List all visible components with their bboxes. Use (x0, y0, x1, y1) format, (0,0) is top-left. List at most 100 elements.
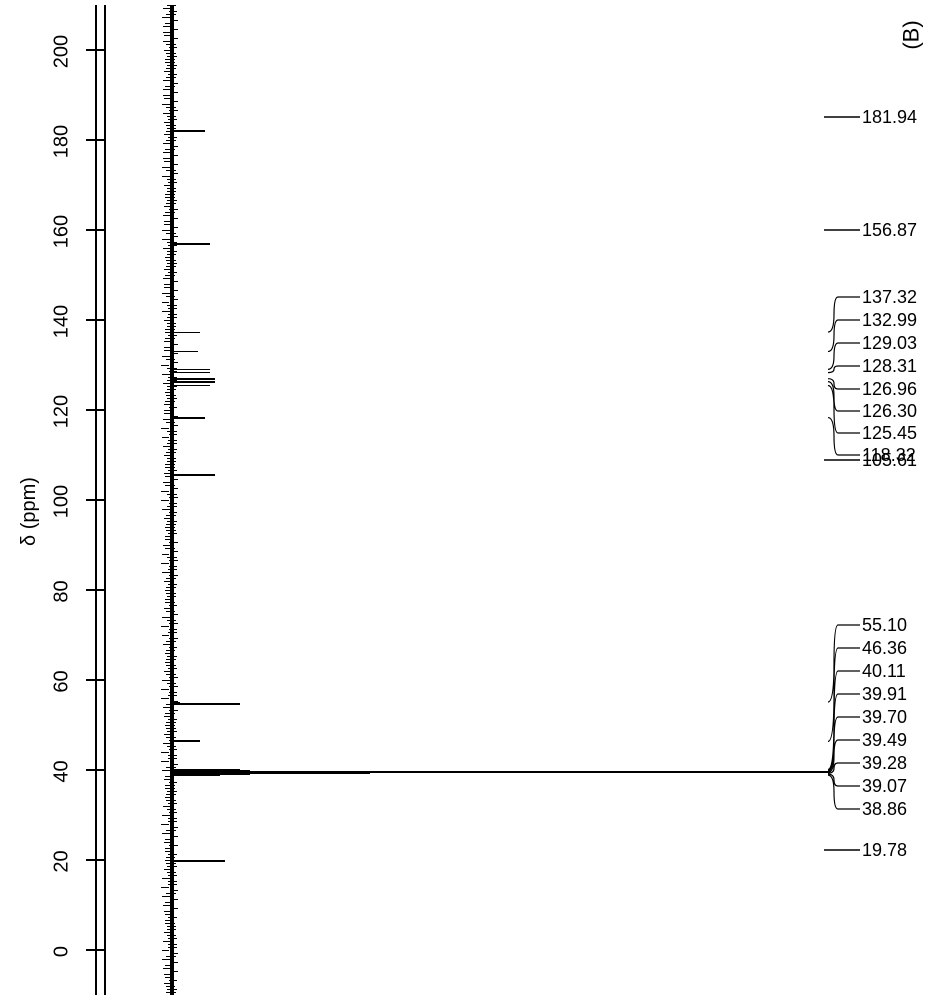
noise-pixel (170, 890, 178, 891)
noise-pixel (170, 344, 178, 345)
noise-pixel (168, 632, 177, 633)
noise-pixel (165, 851, 174, 852)
noise-pixel (165, 527, 175, 528)
noise-pixel (164, 671, 173, 672)
noise-pixel (165, 476, 174, 477)
noise-pixel (171, 155, 179, 156)
noise-pixel (162, 635, 170, 636)
noise-pixel (162, 437, 170, 438)
noise-pixel (166, 260, 176, 261)
noise-pixel (166, 863, 176, 864)
noise-pixel (170, 953, 178, 954)
noise-pixel (168, 854, 177, 855)
noise-pixel (162, 554, 170, 555)
noise-pixel (163, 482, 171, 483)
noise-pixel (167, 866, 176, 867)
peak (170, 381, 215, 383)
noise-pixel (162, 572, 170, 573)
noise-pixel (167, 494, 176, 495)
noise-pixel (166, 14, 176, 15)
noise-pixel (168, 335, 177, 336)
peak-value-label: 125.45 (862, 423, 917, 444)
noise-pixel (166, 587, 176, 588)
axis-tick (97, 679, 104, 681)
noise-pixel (170, 488, 178, 489)
noise-pixel (164, 518, 173, 519)
noise-pixel (165, 62, 175, 63)
noise-pixel (166, 728, 176, 729)
noise-pixel (170, 836, 178, 837)
noise-pixel (165, 788, 175, 789)
peak (170, 775, 220, 776)
noise-pixel (164, 341, 173, 342)
peak (170, 369, 210, 370)
noise-pixel (170, 551, 178, 552)
noise-pixel (162, 167, 170, 168)
noise-pixel (169, 692, 178, 693)
peak-value-label: 156.87 (862, 220, 917, 241)
noise-pixel (169, 575, 177, 576)
noise-pixel (162, 617, 170, 618)
axis-tick-label: 100 (51, 482, 74, 522)
noise-pixel (170, 20, 178, 21)
axis-tick-label: 60 (51, 662, 74, 702)
noise-pixel (169, 677, 177, 678)
noise-pixel (167, 809, 177, 810)
noise-pixel (165, 149, 175, 150)
noise-pixel (167, 191, 177, 192)
noise-pixel (168, 818, 177, 819)
noise-pixel (162, 815, 170, 816)
peak (170, 243, 210, 245)
noise-pixel (161, 752, 169, 753)
noise-pixel (167, 935, 177, 936)
noise-pixel (162, 680, 170, 681)
noise-pixel (164, 185, 173, 186)
noise-pixel (167, 926, 177, 927)
axis-tick (86, 949, 95, 951)
noise-pixel (164, 404, 173, 405)
nmr-spectrum-chart: (B) 020406080100120140160180200 δ (ppm) … (0, 0, 946, 1000)
noise-pixel (162, 239, 170, 240)
noise-pixel (161, 761, 169, 762)
noise-pixel (166, 125, 176, 126)
peak (170, 372, 210, 373)
noise-pixel (164, 71, 173, 72)
noise-pixel (167, 251, 176, 252)
noise-pixel (169, 542, 177, 543)
noise-pixel (170, 146, 178, 147)
axis-tick (97, 49, 104, 51)
noise-pixel (165, 599, 174, 600)
peak-value-label: 39.70 (862, 707, 907, 728)
peak-value-label: 118.32 (862, 445, 916, 466)
noise-pixel (166, 737, 176, 738)
noise-pixel (167, 731, 176, 732)
peak (170, 385, 210, 386)
noise-pixel (167, 326, 177, 327)
peak-value-label: 46.36 (862, 638, 907, 659)
axis-tick (86, 589, 95, 591)
axis-tick (97, 859, 104, 861)
noise-pixel (169, 497, 177, 498)
peak (170, 130, 205, 132)
noise-pixel (170, 899, 178, 900)
noise-pixel (165, 467, 175, 468)
noise-pixel (167, 323, 177, 324)
noise-pixel (165, 23, 174, 24)
noise-pixel (162, 230, 170, 231)
noise-pixel (168, 533, 177, 534)
noise-pixel (167, 746, 177, 747)
axis-tick (86, 769, 95, 771)
noise-pixel (168, 584, 177, 585)
noise-pixel (162, 176, 170, 177)
noise-pixel (161, 887, 169, 888)
noise-pixel (167, 305, 176, 306)
peak-value-label: 39.49 (862, 730, 907, 751)
noise-pixel (168, 74, 177, 75)
noise-pixel (171, 290, 179, 291)
noise-pixel (168, 755, 177, 756)
noise-pixel (167, 200, 176, 201)
noise-pixel (163, 8, 171, 9)
noise-pixel (162, 896, 170, 897)
peak (170, 740, 200, 742)
noise-pixel (168, 470, 177, 471)
